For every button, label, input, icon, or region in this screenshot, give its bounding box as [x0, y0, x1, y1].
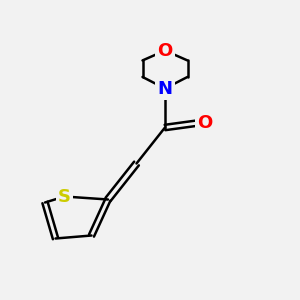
Text: O: O: [197, 114, 212, 132]
Text: S: S: [58, 188, 71, 206]
Text: N: N: [158, 80, 172, 98]
Text: O: O: [158, 41, 172, 59]
